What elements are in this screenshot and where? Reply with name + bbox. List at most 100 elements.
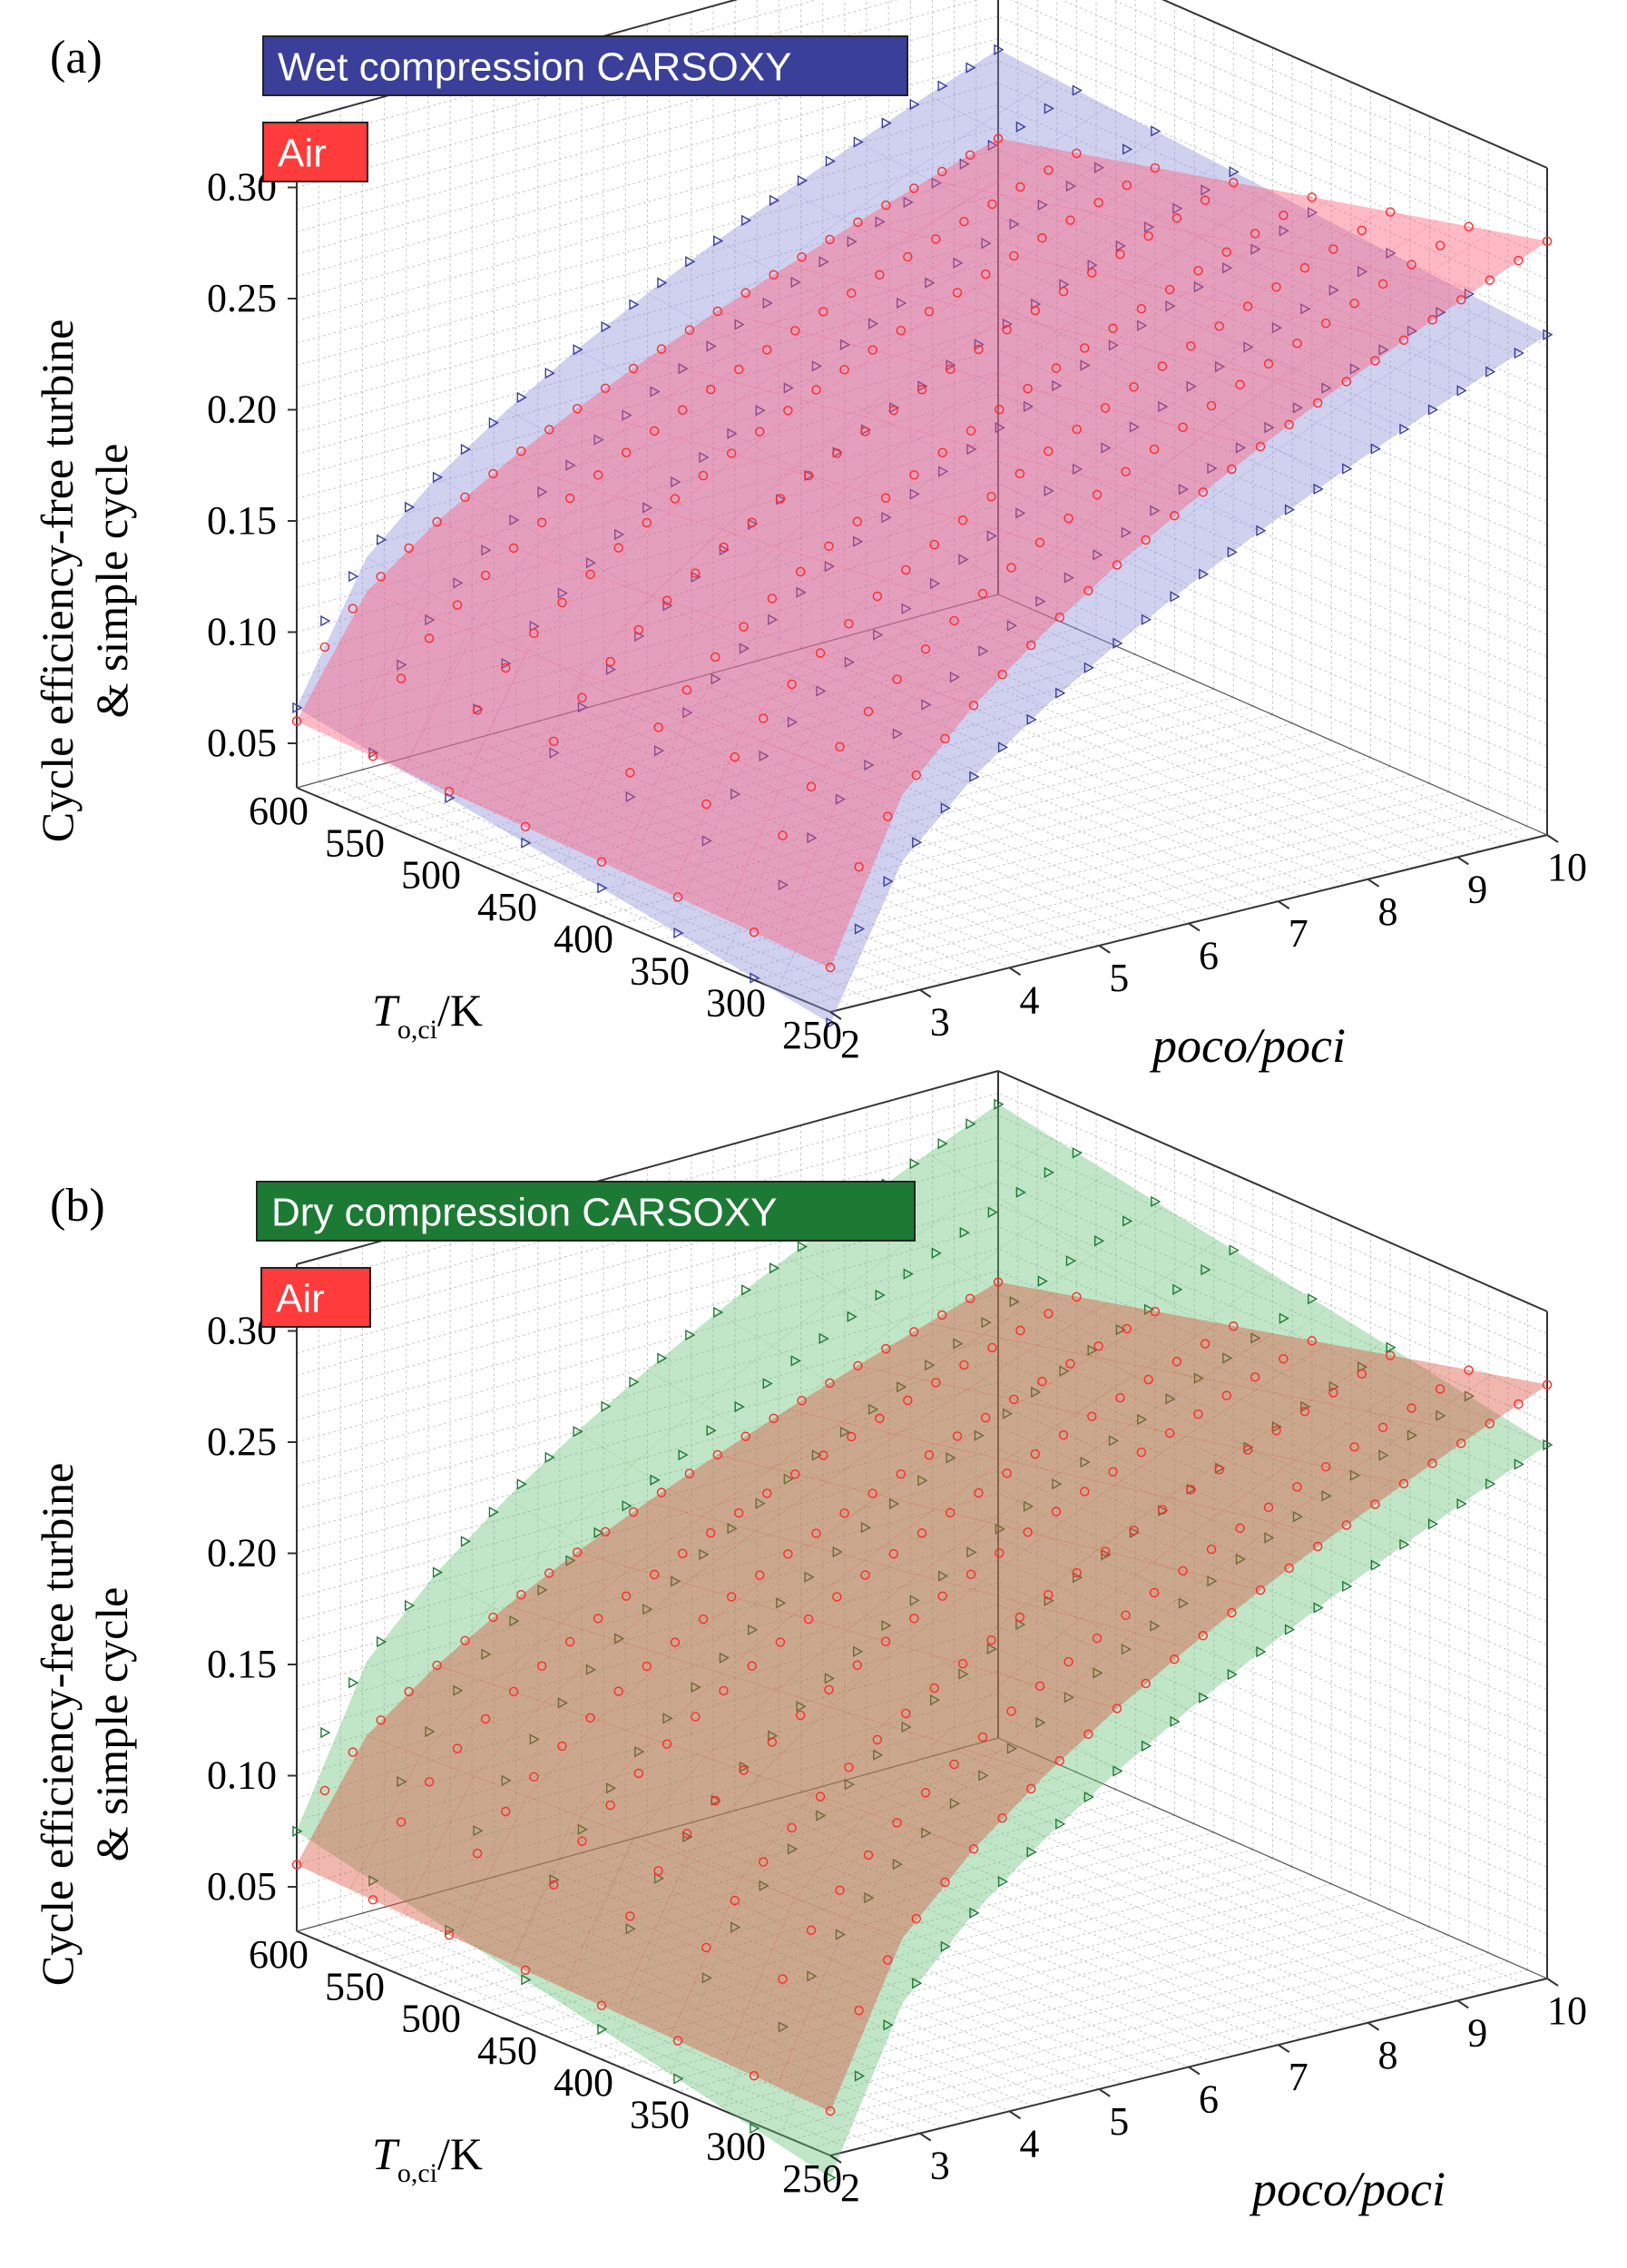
axis-edge — [997, 1737, 1548, 1979]
marker-triangle — [425, 614, 436, 626]
marker-triangle — [544, 1451, 555, 1464]
surface-patch — [684, 351, 810, 438]
marker-circle — [1108, 323, 1118, 333]
surface-patch — [456, 1763, 582, 1970]
marker-triangle — [642, 502, 653, 514]
marker-circle — [1023, 1527, 1033, 1537]
surface-patch — [1130, 1378, 1258, 1438]
surface-patch — [670, 733, 796, 919]
marker-triangle — [685, 1329, 696, 1341]
marker-circle — [1080, 343, 1090, 353]
marker-triangle — [597, 882, 608, 894]
surface-patch — [704, 557, 831, 658]
marker-triangle — [699, 1548, 710, 1560]
surface-patch — [966, 201, 1093, 259]
marker-circle — [444, 786, 455, 797]
marker-triangle — [1243, 341, 1254, 353]
grid-line — [296, 260, 1548, 502]
marker-circle — [896, 325, 907, 336]
marker-triangle — [727, 1523, 738, 1535]
marker-circle — [892, 674, 902, 684]
marker-circle — [937, 1591, 947, 1601]
marker-triangle — [734, 1400, 745, 1413]
marker-triangle — [1199, 568, 1210, 580]
marker-triangle — [762, 1378, 773, 1389]
marker-triangle — [1222, 1352, 1233, 1364]
t-tick-label: 550 — [325, 820, 385, 865]
surface-patch — [982, 1137, 1109, 1222]
surface-patch — [866, 596, 993, 688]
marker-circle — [672, 2036, 683, 2046]
surface-patch — [792, 1505, 919, 1602]
surface-patch — [456, 648, 582, 835]
marker-triangle — [1514, 1458, 1524, 1470]
marker-circle — [909, 470, 919, 480]
grid-line — [601, 731, 1312, 917]
marker-triangle — [671, 1576, 681, 1587]
surface-patch — [633, 626, 760, 741]
marker-circle — [291, 716, 302, 726]
t-tick-label: 550 — [325, 1964, 385, 2008]
marker-triangle — [931, 1247, 942, 1259]
marker-triangle — [997, 1876, 1009, 1888]
surface-patch — [1008, 526, 1135, 614]
t-axis-label-unit: /K — [437, 985, 483, 1036]
marker-circle — [824, 541, 834, 552]
marker-circle — [681, 1829, 692, 1839]
marker-triangle — [377, 534, 387, 545]
surface-patch — [1205, 1522, 1333, 1591]
surface-patch — [1256, 200, 1384, 258]
marker-triangle — [642, 1604, 653, 1615]
marker-triangle — [768, 614, 779, 625]
marker-circle — [452, 600, 463, 610]
surface-patch — [927, 1104, 1054, 1188]
surface-patch — [544, 1639, 670, 1721]
marker-triangle — [864, 1891, 875, 1904]
marker-circle — [903, 251, 913, 262]
marker-triangle — [521, 837, 532, 849]
surface-patch — [988, 329, 1115, 393]
marker-circle — [508, 1686, 519, 1697]
marker-triangle — [501, 1774, 512, 1787]
marker-triangle — [292, 1825, 303, 1837]
marker-circle — [1193, 266, 1203, 276]
marker-circle — [1349, 1442, 1359, 1452]
marker-triangle — [453, 577, 464, 589]
surface-patch — [1205, 1562, 1333, 1653]
marker-circle — [564, 1636, 575, 1647]
surface-patch — [1080, 1562, 1207, 1634]
marker-circle — [818, 1450, 828, 1460]
marker-circle — [977, 1732, 988, 1743]
marker-triangle — [881, 117, 892, 129]
marker-triangle — [657, 1352, 668, 1364]
grid-line — [449, 744, 988, 974]
marker-circle — [577, 692, 587, 702]
marker-triangle — [959, 1226, 970, 1239]
marker-circle — [1157, 1505, 1168, 1515]
marker-circle — [883, 1955, 893, 1965]
grid-line — [296, 1537, 1548, 1779]
t-tick-label: 600 — [249, 1932, 309, 1977]
marker-circle — [1037, 1376, 1047, 1387]
marker-circle — [987, 1342, 997, 1353]
surface-patch — [900, 468, 1027, 556]
marker-triangle — [653, 1872, 665, 1884]
surface-patch — [687, 1775, 814, 1879]
surface-patch — [1008, 474, 1135, 550]
p-tick — [919, 988, 932, 998]
marker-triangle — [601, 320, 612, 333]
marker-triangle — [701, 1972, 712, 1984]
marker-triangle — [662, 600, 673, 612]
surface-patch — [597, 498, 723, 598]
marker-circle — [711, 1795, 720, 1806]
t-tick-label: 400 — [554, 2060, 613, 2105]
surface-patch — [1059, 1374, 1186, 1462]
grid-line — [429, 653, 1136, 845]
surface-patch — [616, 739, 742, 929]
marker-circle — [1065, 1359, 1075, 1369]
surface-patch — [900, 1588, 1027, 1663]
marker-triangle — [1065, 180, 1076, 192]
marker-circle — [1141, 535, 1151, 545]
z-tick-label: 0.25 — [207, 276, 277, 320]
marker-triangle — [1321, 1490, 1332, 1502]
